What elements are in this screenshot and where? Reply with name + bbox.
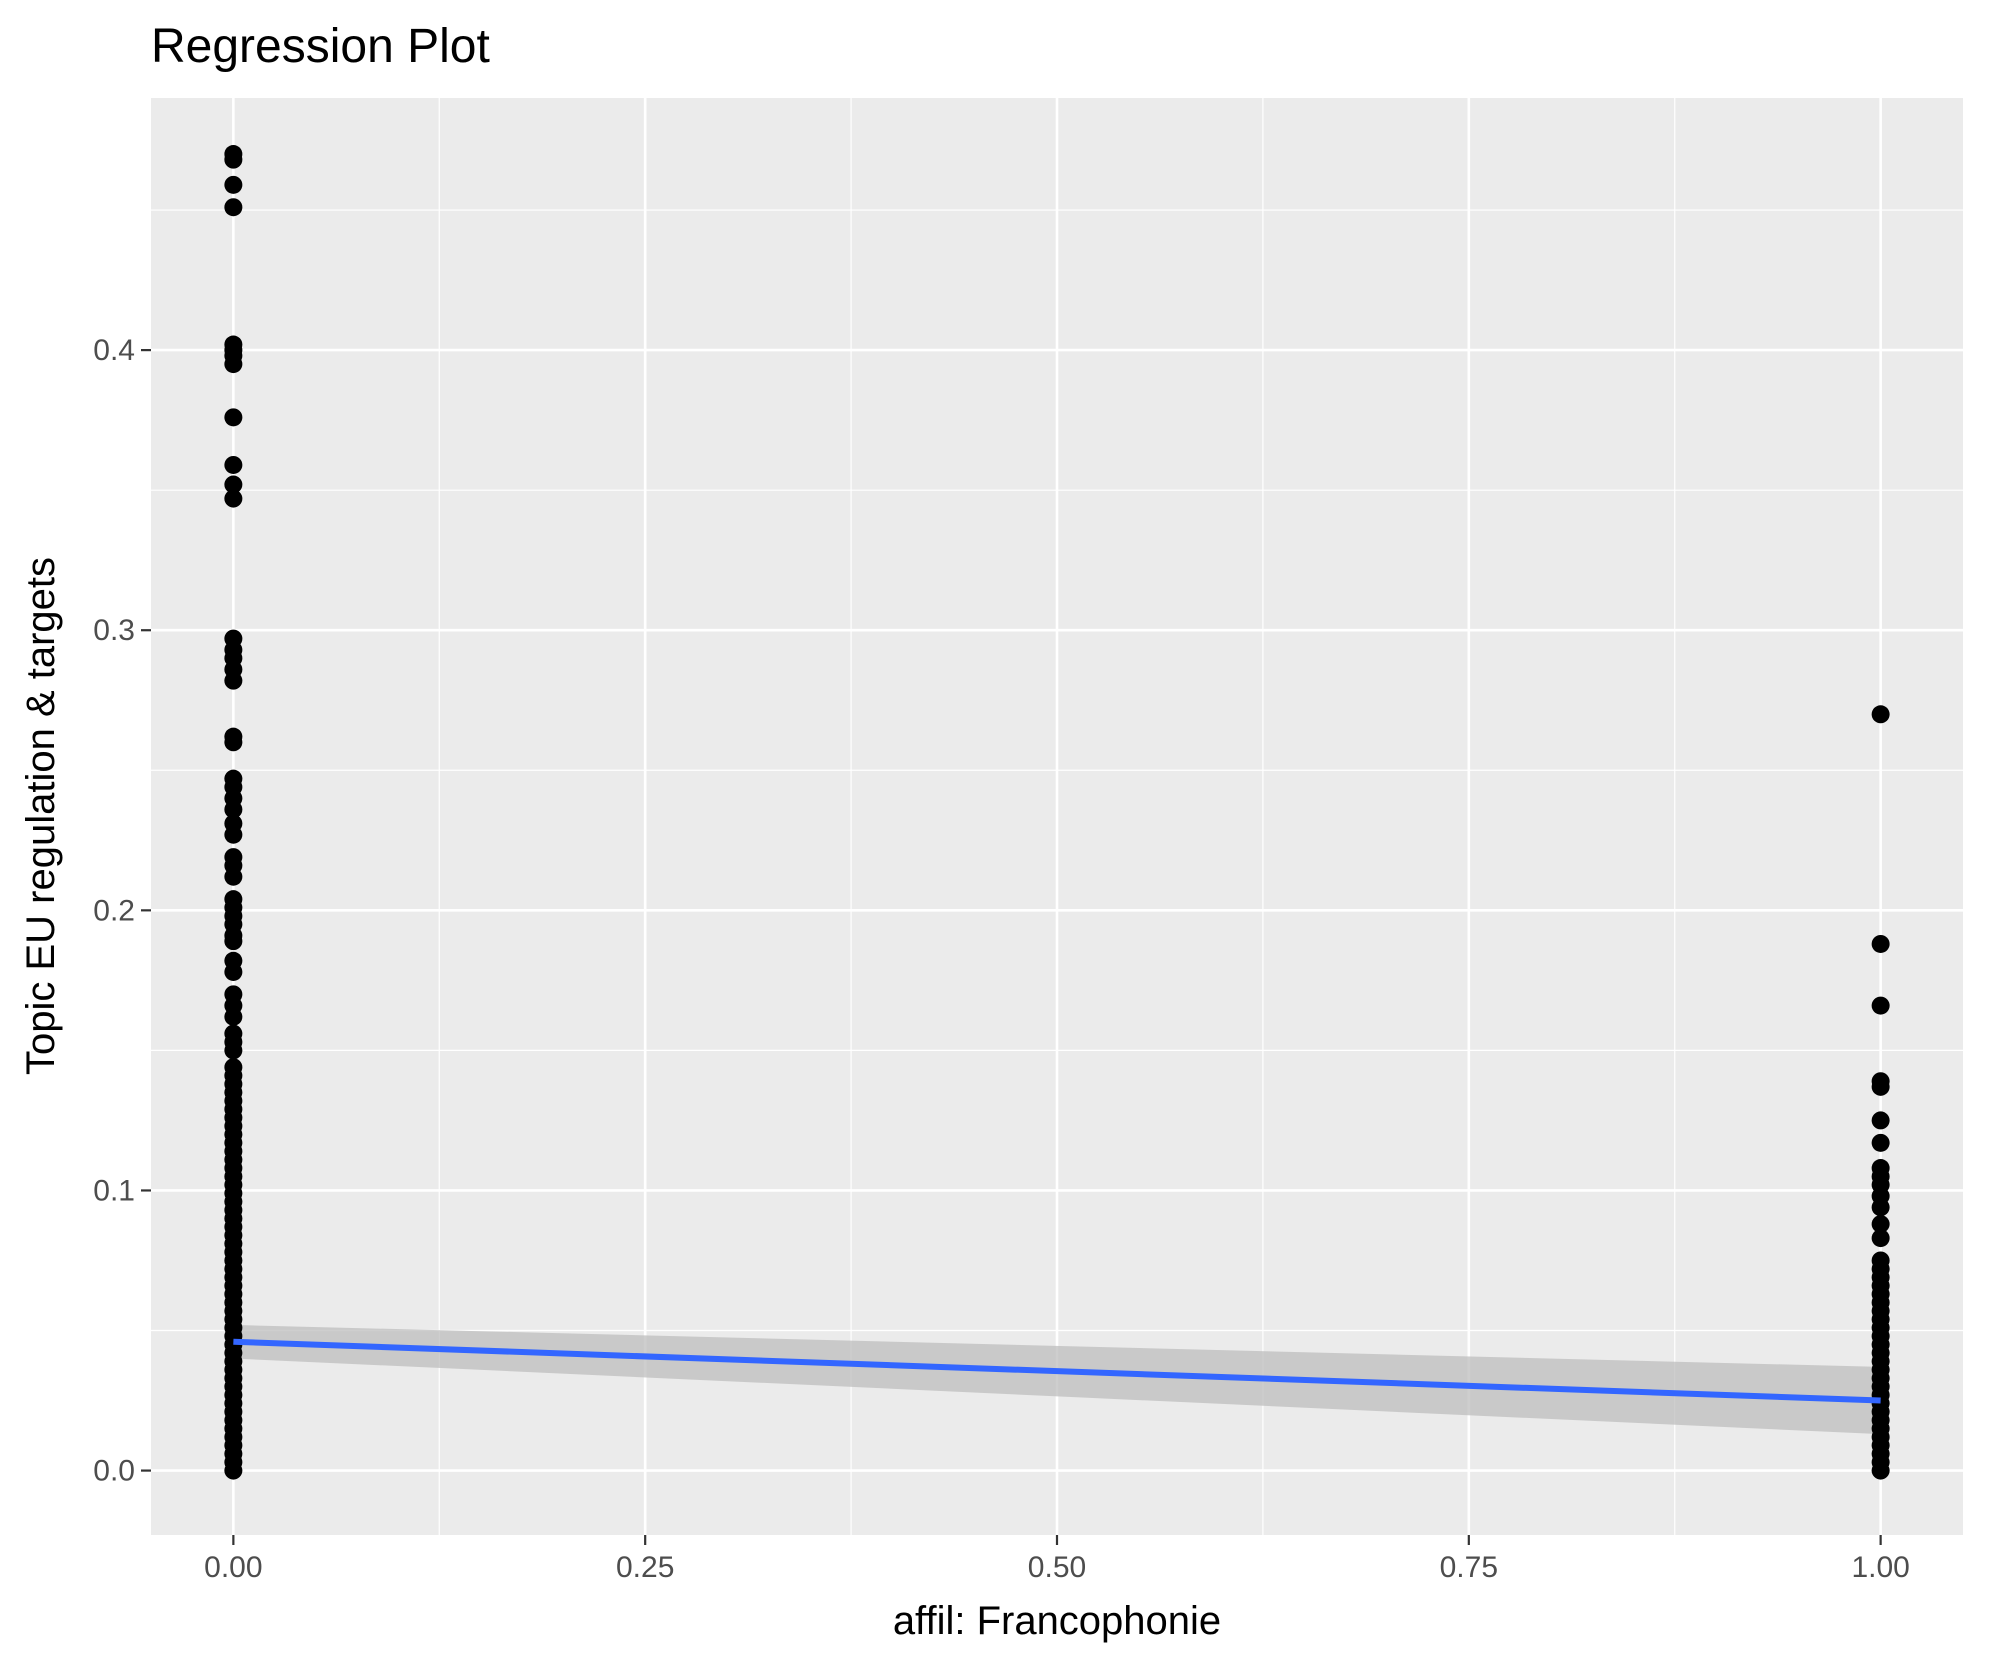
- data-point: [224, 800, 243, 819]
- data-point: [1871, 934, 1890, 953]
- x-axis: 0.00 0.25 0.50 0.75 1.00: [204, 1535, 1910, 1584]
- x-tick-label: 0.00: [204, 1551, 262, 1584]
- y-axis: 0.0 0.1 0.2 0.3 0.4: [93, 334, 151, 1488]
- data-point: [224, 962, 243, 981]
- data-point: [224, 932, 243, 951]
- y-tick-label: 0.2: [93, 894, 135, 927]
- data-point: [224, 408, 243, 427]
- data-point: [224, 175, 243, 194]
- data-point: [224, 455, 243, 474]
- data-point: [224, 733, 243, 752]
- data-point: [224, 198, 243, 217]
- data-point: [1871, 1077, 1890, 1096]
- data-point: [224, 475, 243, 494]
- data-point: [224, 1041, 243, 1060]
- data-point: [224, 825, 243, 844]
- x-tick-label: 1.00: [1851, 1551, 1909, 1584]
- data-point: [1871, 705, 1890, 724]
- data-points: [224, 145, 1890, 1480]
- y-tick-label: 0.1: [93, 1174, 135, 1207]
- data-point: [224, 1007, 243, 1026]
- y-tick-label: 0.4: [93, 334, 135, 367]
- x-axis-title: affil: Francophonie: [893, 1599, 1221, 1643]
- data-point: [224, 355, 243, 374]
- y-tick-label: 0.0: [93, 1455, 135, 1488]
- x-tick-label: 0.50: [1028, 1551, 1086, 1584]
- data-point: [224, 1461, 243, 1480]
- data-point: [1871, 1133, 1890, 1152]
- y-tick-label: 0.3: [93, 614, 135, 647]
- data-point: [1871, 996, 1890, 1015]
- data-point: [1871, 1111, 1890, 1130]
- data-point: [224, 489, 243, 508]
- data-point: [1871, 1198, 1890, 1217]
- x-tick-label: 0.75: [1440, 1551, 1498, 1584]
- y-axis-title: Topic EU regulation & targets: [19, 557, 63, 1075]
- data-point: [1871, 1215, 1890, 1234]
- data-point: [1871, 1229, 1890, 1248]
- regression-line: [233, 1338, 1881, 1404]
- data-point: [1871, 1461, 1890, 1480]
- confidence-band: [233, 1324, 1881, 1435]
- data-point: [224, 150, 243, 169]
- chart-title: Regression Plot: [151, 20, 490, 73]
- data-point: [224, 671, 243, 690]
- x-tick-label: 0.25: [616, 1551, 674, 1584]
- data-point: [224, 867, 243, 886]
